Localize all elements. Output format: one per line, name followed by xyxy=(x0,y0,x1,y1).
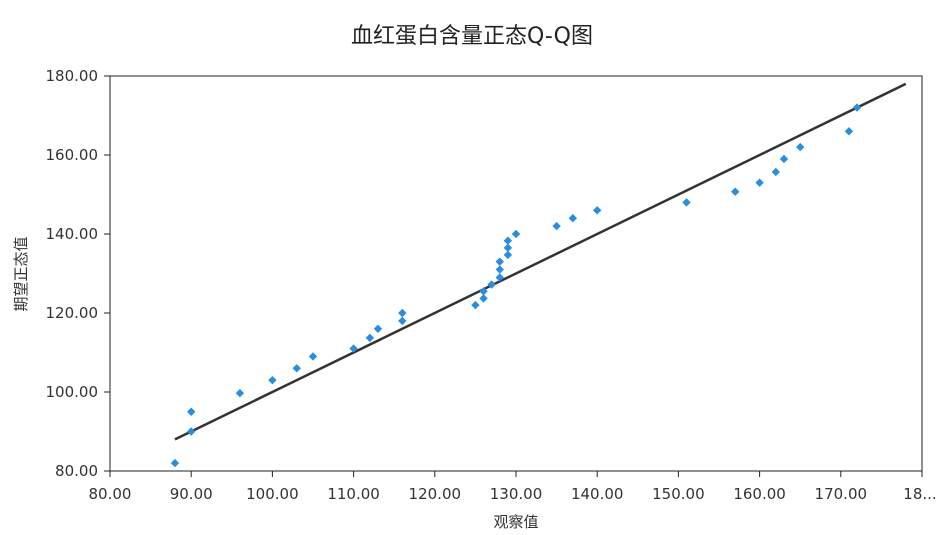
x-tick-label: 150.00 xyxy=(652,485,705,503)
data-point xyxy=(479,294,488,303)
data-point xyxy=(349,344,358,353)
y-tick-label: 120.00 xyxy=(46,304,99,322)
y-tick-label: 180.00 xyxy=(46,67,99,85)
x-tick-label: 90.00 xyxy=(170,485,213,503)
y-axis-title: 期望正态值 xyxy=(12,236,30,311)
data-point xyxy=(495,257,504,266)
x-tick-label: 160.00 xyxy=(733,485,786,503)
reference-line xyxy=(174,82,907,441)
x-tick-label: 18... xyxy=(903,485,936,503)
data-point xyxy=(495,273,504,282)
data-point xyxy=(731,187,740,196)
data-point xyxy=(779,154,789,164)
y-tick-label: 100.00 xyxy=(46,383,99,401)
data-point xyxy=(187,407,196,416)
data-point xyxy=(487,280,496,289)
x-tick-label: 130.00 xyxy=(490,485,543,503)
data-point xyxy=(852,103,862,112)
data-point xyxy=(479,287,488,296)
data-point xyxy=(593,206,602,215)
data-point xyxy=(187,427,196,436)
x-tick-label: 170.00 xyxy=(815,485,868,503)
x-tick-label: 110.00 xyxy=(327,485,380,503)
chart-title: 血红蛋白含量正态Q-Q图 xyxy=(351,24,593,49)
x-axis-title: 观察值 xyxy=(493,513,538,531)
y-tick-label: 140.00 xyxy=(46,225,99,243)
y-tick-label: 80.00 xyxy=(55,462,98,480)
data-point xyxy=(373,324,383,333)
data-points xyxy=(170,103,862,468)
data-point xyxy=(365,333,375,343)
x-tick-label: 120.00 xyxy=(409,485,462,503)
y-axis: 80.00 100.00 120.00 140.00 160.00 180.00 xyxy=(46,67,110,480)
x-tick-label: 140.00 xyxy=(571,485,624,503)
data-point xyxy=(796,142,805,152)
data-point xyxy=(503,250,513,260)
data-point xyxy=(682,198,691,207)
x-axis: 80.00 90.00 100.00 110.00 120.00 130.00 140.00… xyxy=(89,471,937,503)
reference-line-group xyxy=(174,82,907,441)
data-point xyxy=(170,458,180,468)
data-point xyxy=(495,265,504,274)
data-point xyxy=(511,229,521,239)
data-point xyxy=(292,364,301,373)
data-point xyxy=(755,178,764,187)
data-point xyxy=(235,388,245,398)
data-point xyxy=(503,243,513,253)
y-tick-label: 160.00 xyxy=(46,146,99,164)
data-point xyxy=(268,375,277,385)
data-point xyxy=(398,308,407,318)
data-point xyxy=(503,236,513,245)
data-point xyxy=(398,316,407,326)
x-tick-label: 80.00 xyxy=(89,485,132,503)
x-tick-label: 100.00 xyxy=(246,485,299,503)
data-point xyxy=(568,214,578,223)
data-point xyxy=(471,300,480,310)
data-point xyxy=(308,352,318,361)
data-point xyxy=(552,221,561,231)
data-point xyxy=(771,167,781,177)
data-point xyxy=(844,127,854,136)
